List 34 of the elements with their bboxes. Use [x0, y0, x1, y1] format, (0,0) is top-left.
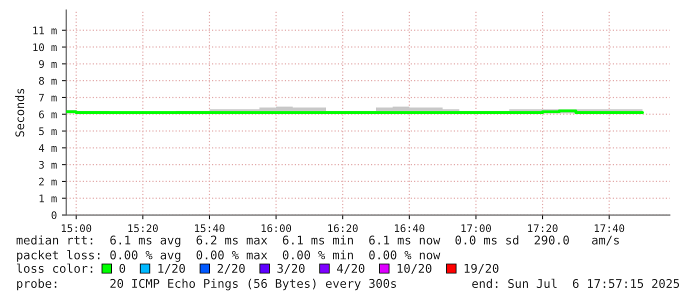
- text: packet loss: 0.00 % avg 0.00 % max 0.00 % min 0.00 % now: [17, 250, 440, 262]
- y-tick-label: 8 m: [39, 76, 57, 85]
- y-tick-label: 4 m: [38, 144, 57, 152]
- x-tick-label: 16:20: [328, 224, 358, 232]
- legend-label: 4/20: [337, 264, 364, 274]
- legend-title: loss color:: [16, 264, 92, 273]
- y-axis-title: Seconds: [15, 88, 24, 137]
- x-tick-label: 17:20: [528, 224, 558, 232]
- text: probe: 20 ICMP Echo Pings (56 Bytes) every 300s: [17, 278, 396, 290]
- x-tick-label: 16:00: [262, 224, 292, 232]
- x-tick-label: 15:00: [62, 224, 92, 232]
- text: median rtt: 6.1 ms avg 6.2 ms max 6.1 ms min 6.1 ms now 0.0 ms sd 290.0 am/s: [16, 235, 619, 247]
- y-tick-label: 3 m: [39, 160, 57, 169]
- y-tick-label: 10 m: [33, 43, 57, 52]
- text: end: Sun Jul 6 17:57:15 2025: [472, 278, 680, 288]
- x-tick-label: 17:40: [594, 224, 624, 232]
- x-tick-label: 16:40: [394, 224, 424, 232]
- legend-label: 10/20: [398, 264, 432, 274]
- x-tick-label: 17:00: [462, 224, 491, 232]
- x-tick-label: 15:40: [195, 224, 224, 232]
- y-tick-label: 0: [52, 211, 57, 220]
- y-tick-label: 5 m: [39, 127, 57, 136]
- legend-label: 1/20: [158, 264, 185, 274]
- x-tick-label: 15:20: [128, 224, 158, 232]
- y-tick-label: 11 m: [33, 26, 57, 34]
- y-tick-label: 6 m: [39, 110, 57, 118]
- y-tick-label: 7 m: [39, 94, 57, 102]
- y-tick-label: 1 m: [40, 194, 57, 202]
- legend-label: 19/20: [464, 264, 498, 274]
- legend-label: 0: [120, 264, 126, 273]
- legend-label: 3/20: [277, 264, 305, 274]
- legend-label: 2/20: [218, 264, 245, 274]
- y-tick-label: 9 m: [39, 60, 57, 68]
- y-tick-label: 2 m: [39, 178, 57, 186]
